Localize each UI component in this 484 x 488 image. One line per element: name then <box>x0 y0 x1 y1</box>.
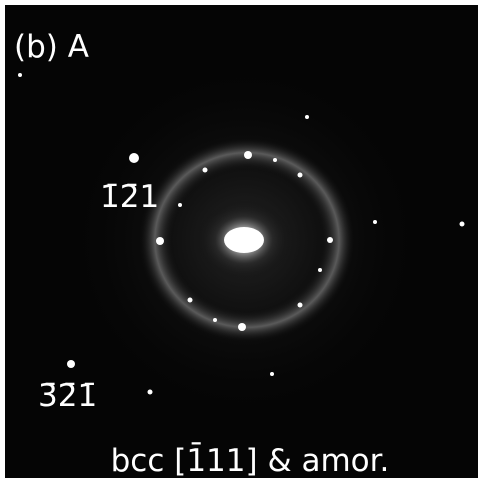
caption: bcc [1̄11] & amor. <box>111 442 390 479</box>
panel-label: (b) A <box>14 29 89 65</box>
spot-label: 3̄2̄1̄ <box>38 378 97 414</box>
central-beam <box>224 227 264 253</box>
spot-label: 1̄2̄1 <box>100 179 159 215</box>
page: (b) A 1̄2̄1 3̄2̄1̄ bcc [1̄11] & amor. ((… <box>0 0 484 483</box>
diffraction-image: (b) A 1̄2̄1 3̄2̄1̄ bcc [1̄11] & amor. <box>0 0 484 483</box>
